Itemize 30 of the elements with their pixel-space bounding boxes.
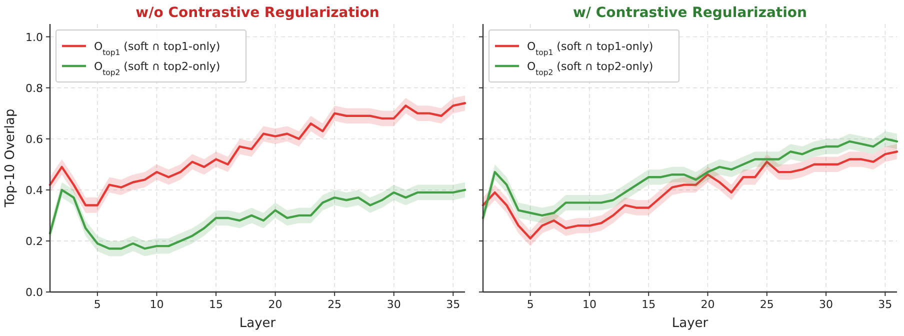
y-tick-label: 0.6 [26, 132, 43, 146]
chart-title: w/ Contrastive Regularization [572, 5, 808, 21]
line-series [48, 188, 466, 250]
x-tick-label: 20 [700, 298, 715, 311]
x-tick-label: 35 [446, 298, 460, 311]
y-axis-title: Top-10 Overlap [3, 108, 18, 208]
x-axis-title: Layer [239, 316, 276, 331]
legend-label: O$_{top1}$ (soft ∩ top1-only) [94, 40, 220, 56]
y-tick-label: 0.4 [26, 184, 43, 197]
x-tick-label: 35 [878, 298, 892, 311]
chart-title: w/o Contrastive Regularization [136, 5, 380, 21]
y-tick-label: 0.8 [26, 82, 43, 95]
x-tick-label: 10 [582, 298, 596, 311]
y-tick-label: 0.0 [26, 286, 43, 299]
y-tick-label: 1.0 [26, 30, 43, 44]
x-tick-label: 20 [268, 298, 282, 311]
legend-label: O$_{top2}$ (soft ∩ top2-only) [527, 60, 654, 76]
x-axis-title: Layer [672, 316, 709, 331]
legend-label: O$_{top2}$ (soft ∩ top2-only) [94, 60, 220, 76]
x-tick-label: 10 [150, 298, 164, 311]
x-tick-label: 15 [642, 298, 656, 311]
x-tick-label: 15 [209, 298, 223, 311]
x-tick-label: 30 [386, 298, 401, 311]
x-tick-label: 25 [328, 298, 342, 311]
x-tick-label: 5 [526, 298, 534, 311]
legend-label: O$_{top1}$ (soft ∩ top1-only) [527, 40, 654, 56]
x-tick-label: 25 [760, 298, 774, 311]
x-tick-label: 5 [94, 298, 101, 311]
y-tick-label: 0.2 [26, 234, 43, 248]
x-tick-label: 30 [819, 298, 834, 311]
